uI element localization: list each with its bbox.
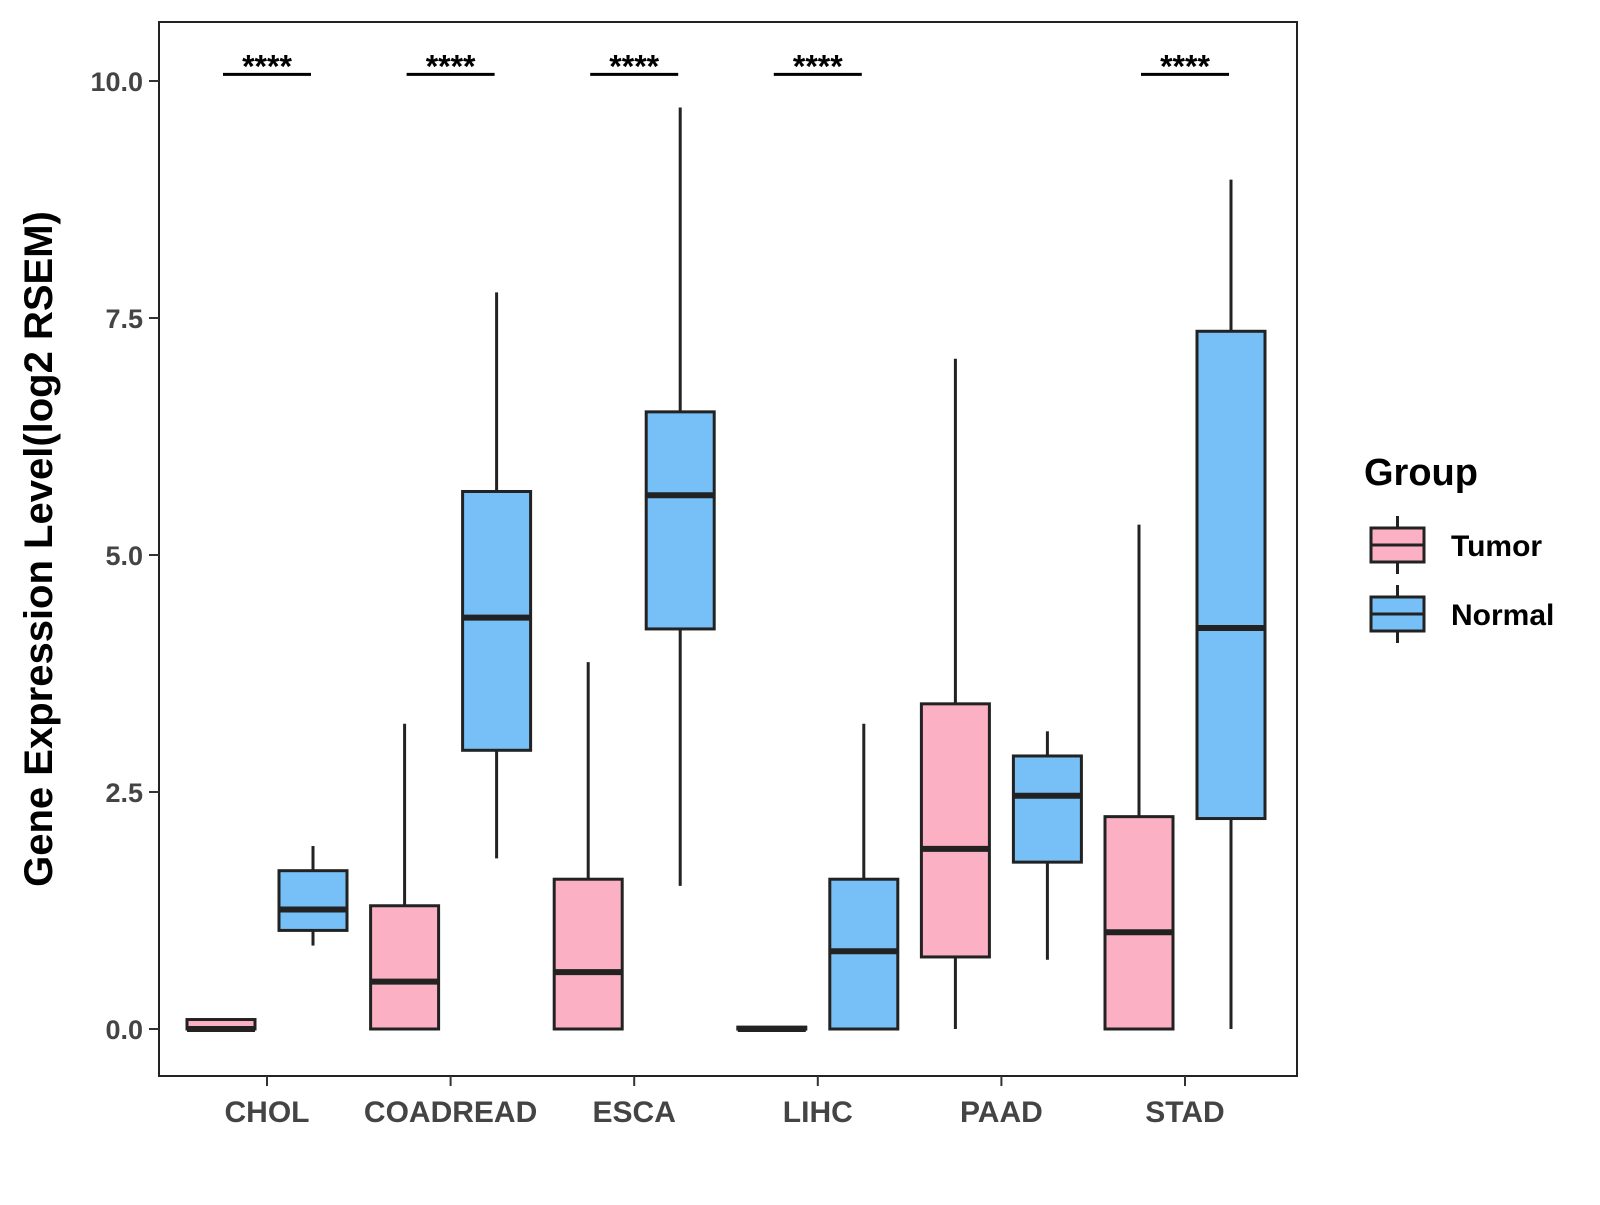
significance-stars: **** <box>426 48 476 84</box>
legend-label: Normal <box>1451 599 1554 632</box>
significance-stars: **** <box>609 48 659 84</box>
box-tumor-paad <box>919 358 991 1029</box>
x-tick-label-paad: PAAD <box>960 1096 1043 1129</box>
box-normal-chol <box>277 846 349 946</box>
y-tick-label: 10.0 <box>90 67 143 97</box>
box-marks <box>185 107 1267 1032</box>
significance-stars: **** <box>1160 48 1210 84</box>
legend-title: Group <box>1364 452 1478 494</box>
plot-panel-border <box>158 21 1298 1077</box>
x-tick-label-chol: CHOL <box>225 1096 310 1129</box>
box-body <box>1103 815 1175 1031</box>
significance-esca: **** <box>590 48 679 84</box>
box-body <box>277 869 349 932</box>
significance-stars: **** <box>242 48 292 84</box>
box-body <box>1195 329 1267 821</box>
significance-stars: **** <box>793 48 843 84</box>
box-normal-coadread <box>461 292 533 859</box>
significance-annotations: **** **** **** **** **** <box>223 48 1229 84</box>
x-tick-label-coadread: COADREAD <box>364 1096 537 1129</box>
box-normal-stad <box>1195 179 1267 1029</box>
legend-item-normal: Normal <box>1369 585 1554 643</box>
y-tick-label: 5.0 <box>105 541 143 571</box>
box-tumor-esca <box>552 662 624 1031</box>
box-tumor-lihc <box>736 1025 808 1032</box>
box-body <box>461 489 533 752</box>
significance-chol: **** <box>223 48 311 84</box>
box-tumor-coadread <box>369 723 441 1031</box>
legend: Group Tumor Normal <box>1364 452 1554 643</box>
y-tick-label: 7.5 <box>105 304 143 334</box>
legend-item-tumor: Tumor <box>1369 516 1542 574</box>
y-tick-label: 0.0 <box>105 1015 143 1045</box>
box-normal-esca <box>644 107 716 886</box>
box-normal-lihc <box>828 723 900 1031</box>
box-body <box>369 904 441 1031</box>
y-axis-label: Gene Expression Level(log2 RSEM) <box>17 211 61 887</box>
axes: 0.0 2.5 5.0 7.5 10.0 CHOL COADREAD ESCA LIHC PAAD… <box>90 67 1224 1129</box>
box-tumor-stad <box>1103 524 1175 1031</box>
significance-stad: **** <box>1141 48 1229 84</box>
significance-coadread: **** <box>406 48 495 84</box>
x-tick-label-esca: ESCA <box>593 1096 676 1129</box>
box-body <box>552 877 624 1031</box>
y-tick-label: 2.5 <box>105 778 143 808</box>
significance-lihc: **** <box>773 48 862 84</box>
box-body <box>644 410 716 631</box>
box-normal-paad <box>1011 731 1083 960</box>
legend-label: Tumor <box>1451 530 1542 563</box>
x-tick-label-stad: STAD <box>1145 1096 1224 1129</box>
box-body <box>1011 754 1083 864</box>
box-body <box>919 702 991 959</box>
box-tumor-chol <box>185 1018 257 1032</box>
x-tick-label-lihc: LIHC <box>783 1096 853 1129</box>
